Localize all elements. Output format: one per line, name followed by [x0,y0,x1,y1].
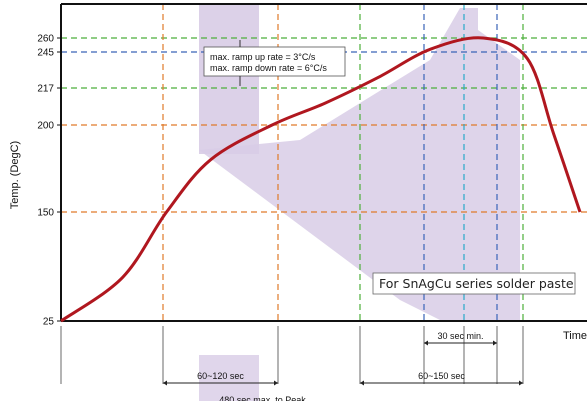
interval-arrow-right-2 [274,380,278,386]
interval-label-3: 60~150 sec [418,371,465,381]
y-tick-label-25: 25 [43,317,55,328]
interval-label-2: 60~120 sec [197,371,244,381]
y-axis-label: Temp. (DegC) [9,141,21,209]
y-tick-label-260: 260 [37,34,54,45]
ramp-rate-annotation: max. ramp up rate = 3°C/s max. ramp down… [203,40,346,86]
x-axis-label: Time [563,330,587,342]
y-tick-label-200: 200 [37,121,54,132]
paste-note-border [372,272,576,295]
interval-arrow-right-1 [493,340,497,346]
ramp-up-text: max. ramp up rate = 3°C/s [210,52,316,62]
shade-strip-bottom [199,355,259,401]
temperature-profile-curve [60,36,582,323]
axes [60,3,587,322]
interval-label-4: 480 sec max. to Peak [219,395,306,401]
interval-arrow-left-1 [424,340,428,346]
y-tick-label-245: 245 [37,48,54,59]
guide-lines [61,4,587,321]
interval-arrow-right-3 [519,380,523,386]
ramp-down-text: max. ramp down rate = 6°C/s [210,63,327,73]
interval-label-1: 30 sec min. [437,331,483,341]
shade-strip [199,4,259,154]
y-tick-label-217: 217 [37,84,54,95]
paste-note-box: For SnAgCu series solder paste [372,272,576,295]
interval-arrow-left-2 [163,380,167,386]
y-tick-labels: 25 150 200 217 245 260 [37,34,61,328]
interval-arrow-left-3 [360,380,364,386]
ramp-rate-box [203,46,346,77]
time-interval-dimensions: 30 sec min. 60~120 sec 60~150 sec 480 sec m… [60,326,524,401]
y-tick-label-150: 150 [37,208,54,219]
paste-note-text: For SnAgCu series solder paste [379,276,574,291]
